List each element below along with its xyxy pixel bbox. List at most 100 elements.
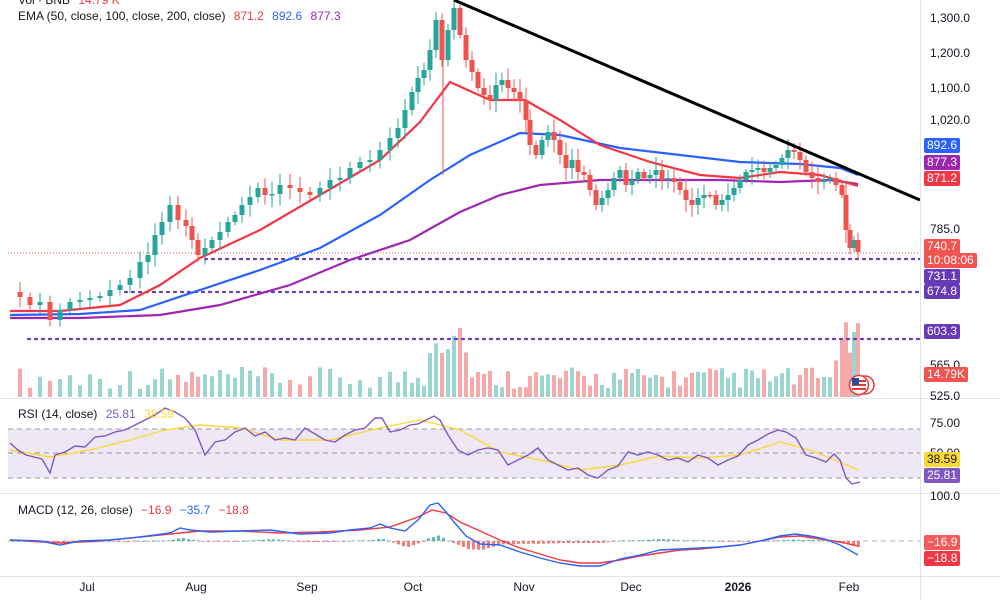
ema50-value: 871.2 (233, 9, 264, 23)
rsi-axis-tick: 75.00 (930, 416, 961, 430)
price-axis-badge[interactable]: 14.79K (924, 367, 969, 382)
macd-histogram-bar (647, 539, 650, 541)
macd-histogram-bar (432, 537, 435, 541)
ema50-line[interactable] (10, 80, 859, 313)
candle-body (575, 160, 581, 172)
price-axis-badge[interactable]: 10:08:06 (924, 253, 977, 268)
candle-body (469, 60, 475, 72)
rsi-value: 25.81 (105, 407, 136, 421)
macd-histogram-bar (547, 541, 550, 544)
candle-body (611, 178, 617, 190)
price-axis-badge[interactable]: 603.3 (924, 324, 961, 339)
macd-histogram-bar (632, 540, 635, 542)
ema-legend[interactable]: EMA (50, close, 100, close, 200, close) … (18, 9, 346, 23)
volume-bar (248, 370, 252, 397)
ema100-line[interactable] (9, 131, 859, 317)
macd-histogram-bar (747, 541, 750, 542)
volume-bar (138, 388, 142, 397)
candle-body (445, 30, 451, 60)
volume-bar (128, 370, 132, 397)
macd-histogram-bar (642, 540, 645, 541)
ema100-value: 892.6 (272, 9, 303, 23)
candle-body (337, 178, 343, 180)
price-axis-badge[interactable]: 871.2 (924, 171, 961, 186)
macd-histogram-bar (407, 541, 410, 547)
macd-histogram-bar (727, 541, 730, 542)
price-axis-tick: 1,300.0 (930, 11, 971, 25)
candle-body (821, 180, 827, 182)
candle-body (539, 140, 545, 155)
macd-pane-separator[interactable] (0, 493, 1000, 494)
rsi-axis-badge[interactable]: 38.59 (924, 452, 961, 467)
histogram-value: −18.8 (218, 503, 249, 517)
rsi-line[interactable] (9, 407, 861, 485)
macd-histogram-bar (457, 541, 460, 545)
candle-body (137, 262, 143, 278)
price-axis-badge[interactable]: 740.7 (924, 239, 961, 254)
rsi-axis-badge[interactable]: 25.81 (924, 468, 961, 483)
macd-histogram-bar (657, 539, 660, 541)
candle-body (517, 92, 523, 100)
macd-histogram-bar (357, 540, 360, 542)
candle-body (647, 175, 653, 178)
macd-histogram-bar (252, 540, 255, 542)
candle-body (145, 255, 151, 262)
volume-bar (630, 373, 634, 397)
volume-bar (108, 388, 112, 397)
candle-body (809, 172, 815, 178)
volume-bar (600, 384, 604, 397)
macd-histogram-bar (122, 541, 125, 542)
candle-body (159, 222, 165, 235)
volume-bar (552, 375, 556, 397)
macd-histogram-bar (677, 540, 680, 541)
resistance-trendline[interactable] (453, 0, 921, 202)
volume-bar (848, 352, 852, 397)
macd-histogram-bar (597, 541, 600, 544)
candle-body (117, 285, 123, 290)
macd-histogram-bar (497, 541, 500, 546)
macd-histogram-bar (707, 540, 710, 542)
macd-histogram-bar (217, 541, 220, 542)
macd-histogram-bar (147, 540, 150, 542)
volume-bar (804, 368, 808, 397)
candle-body (67, 302, 73, 310)
macd-histogram-bar (17, 540, 20, 542)
macd-histogram-bar (112, 541, 115, 542)
price-axis-tick: 1,100.0 (930, 81, 971, 95)
macd-axis-badge[interactable]: −18.8 (924, 551, 961, 566)
macd-histogram-bar (277, 539, 280, 541)
rsi-ma-line[interactable] (9, 419, 859, 471)
macd-histogram-bar (142, 540, 145, 542)
volume-legend[interactable]: Vol · BNB 14.79 K (18, 0, 125, 7)
macd-line[interactable] (9, 502, 859, 567)
price-axis-badge[interactable]: 731.1 (924, 269, 961, 284)
candle-body (843, 195, 849, 230)
candle-body (439, 20, 445, 60)
us-flag-event-icon[interactable] (848, 374, 876, 396)
volume-bar (203, 374, 207, 397)
volume-bar (558, 378, 562, 397)
volume-bar (786, 368, 790, 397)
macd-histogram-bar (822, 540, 825, 542)
price-axis-badge[interactable]: 674.8 (924, 284, 961, 299)
macd-signal-line[interactable] (9, 509, 859, 564)
macd-axis-badge[interactable]: −16.9 (924, 535, 961, 550)
price-axis-badge[interactable]: 892.6 (924, 138, 961, 153)
macd-histogram-bar (522, 541, 525, 544)
macd-histogram-bar (422, 541, 425, 542)
candle-body (695, 198, 701, 205)
ema200-line[interactable] (10, 178, 859, 320)
candle-body (317, 188, 323, 195)
price-axis-badge[interactable]: 877.3 (924, 155, 961, 170)
macd-histogram-bar (202, 541, 205, 542)
candle-body (463, 35, 469, 60)
rsi-legend[interactable]: RSI (14, close) 25.81 38.59 (18, 407, 179, 421)
volume-bar (494, 385, 498, 397)
volume-bar (618, 379, 622, 397)
macd-histogram-bar (312, 541, 315, 542)
volume-bar (470, 377, 474, 397)
rsi-pane-separator[interactable] (0, 398, 1000, 399)
macd-legend[interactable]: MACD (12, 26, close) −16.9 −35.7 −18.8 (18, 503, 254, 517)
